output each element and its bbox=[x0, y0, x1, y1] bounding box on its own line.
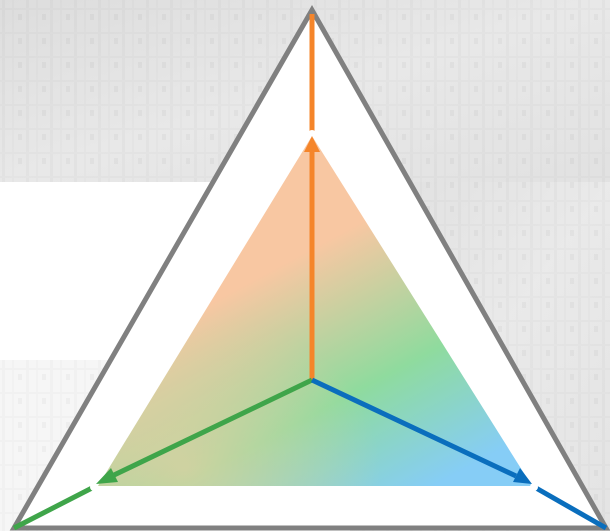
outer-triangle bbox=[9, 4, 610, 531]
arrow-down-left-icon bbox=[96, 468, 118, 484]
inner-triangle bbox=[98, 136, 532, 486]
top-axis bbox=[304, 136, 320, 380]
left-axis bbox=[96, 377, 314, 484]
right-axis-extension bbox=[534, 485, 608, 531]
left-axis-extension bbox=[12, 485, 94, 531]
right-axis bbox=[310, 377, 532, 484]
arrow-down-right-icon bbox=[513, 468, 532, 484]
arrow-up-icon bbox=[304, 136, 320, 152]
